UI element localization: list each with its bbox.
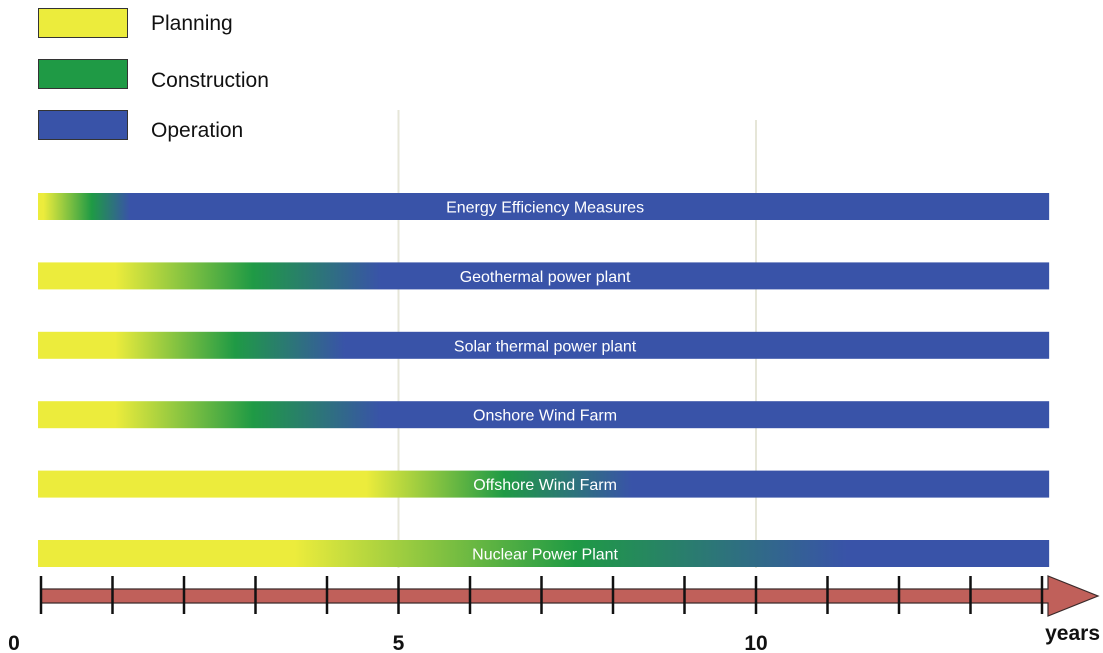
bars: Energy Efficiency Measures Geothermal pow… [38,193,1050,567]
tick-label-0: 0 [8,632,20,653]
bar-label-4: Offshore Wind Farm [473,477,617,494]
bar-label-0: Energy Efficiency Measures [446,200,644,217]
tick-label-10: 10 [744,632,767,653]
legend-label-planning: Planning [151,12,233,35]
legend-swatch-construction [38,59,128,89]
bar-label-2: Solar thermal power plant [454,338,637,355]
bar-1 [38,262,1050,290]
legend-swatch-operation [38,110,128,140]
legend-label-construction: Construction [151,69,269,92]
axis-arrow [40,575,1100,617]
bar-2 [38,331,1050,359]
legend-swatch-planning [38,8,128,38]
x-axis-label: years [1045,622,1100,645]
tick-label-5: 5 [393,632,405,653]
legend-label-operation: Operation [151,119,244,142]
bar-label-5: Nuclear Power Plant [472,547,618,564]
bar-4 [38,470,1050,498]
legend: Planning Construction Operation [0,0,400,160]
bar-0 [38,193,1050,220]
bar-label-1: Geothermal power plant [460,269,631,286]
bar-5 [38,540,1050,567]
time-axis: 0 5 10 years [8,575,1100,653]
bar-3 [38,401,1050,429]
bar-label-3: Onshore Wind Farm [473,408,617,425]
